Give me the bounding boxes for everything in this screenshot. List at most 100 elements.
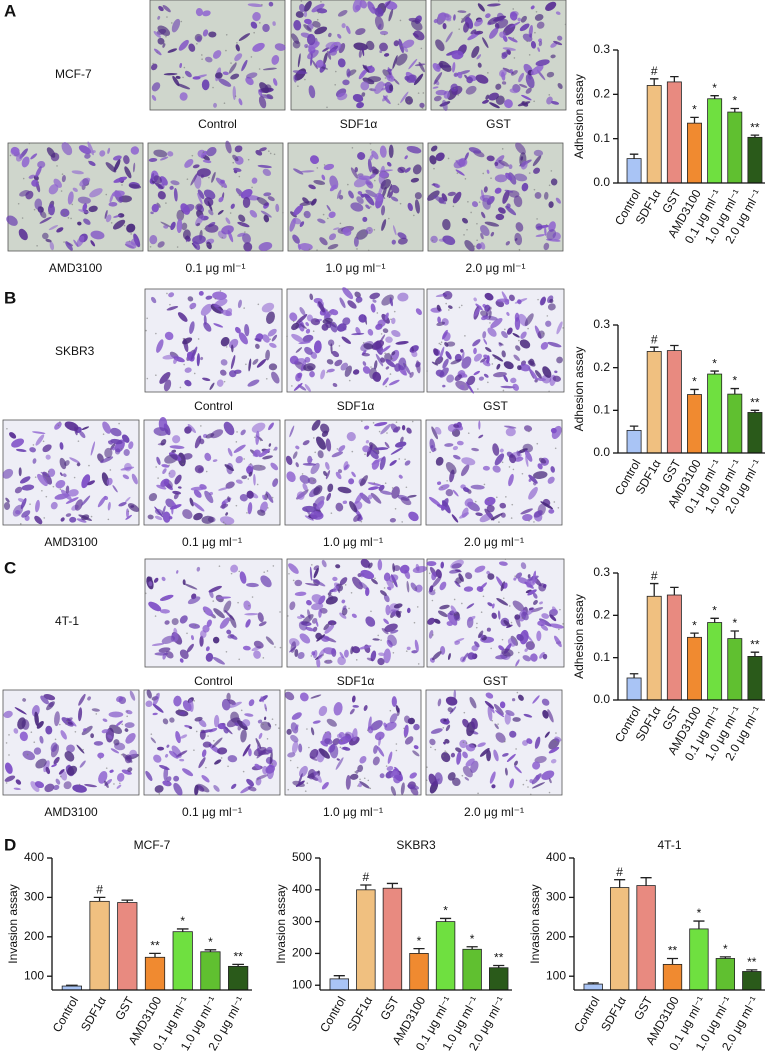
stained-cell [121,769,132,775]
stained-cell [128,441,134,450]
stained-cell [204,452,212,462]
stained-cell [441,193,448,202]
stained-cell [298,743,303,753]
pore [442,726,445,729]
stained-cell [471,201,479,208]
stained-cell [296,491,305,500]
pore [474,500,477,503]
stained-cell [542,366,552,378]
image-caption: AMD3100 [49,261,103,275]
stained-cell [161,576,166,582]
stained-cell [387,751,393,764]
stained-cell [313,180,326,185]
stained-cell [195,8,204,17]
stained-cell [447,305,453,309]
stained-cell [151,82,161,92]
pore [476,222,478,225]
stained-cell [429,738,436,746]
stained-cell [429,438,436,453]
pore [123,224,126,227]
stained-cell [258,732,263,739]
stained-cell [538,40,543,47]
pore [383,33,386,36]
stained-cell [229,701,242,708]
y-tick-label: 0.1 [593,650,610,664]
stained-cell [79,177,91,187]
stained-cell [225,481,235,489]
pore [405,650,408,652]
stained-cell [153,427,169,436]
stained-cell [460,464,470,477]
significance-mark: ** [494,951,504,965]
cell-line-label: 4T-1 [55,614,79,628]
image-caption: 1.0 μg ml⁻¹ [323,535,383,549]
stained-cell [262,168,272,177]
y-tick-label: 300 [546,890,566,904]
stained-cell [360,558,371,568]
pore [158,792,161,795]
stained-cell [284,691,295,701]
pore [168,375,170,377]
stained-cell [184,367,192,373]
stained-cell [332,576,338,582]
stained-cell [309,748,319,759]
pore [183,363,185,366]
stained-cell [151,95,157,101]
stained-cell [19,476,31,484]
error-bar [670,586,679,596]
stained-cell [527,589,537,596]
pore [483,483,486,486]
stained-cell [486,169,490,174]
stained-cell [441,329,448,340]
stained-cell [158,647,171,653]
pore [334,70,337,73]
stained-cell [499,69,507,77]
pore [324,731,327,734]
stained-cell [131,473,138,485]
stained-cell [466,603,475,609]
pore [65,723,67,725]
stained-cell [299,765,308,778]
pore [145,329,147,332]
stained-cell [66,744,75,753]
stained-cell [187,296,194,302]
pore [182,76,184,79]
stained-cell [151,643,165,646]
stained-cell [206,147,217,157]
pore [119,782,121,785]
stained-cell [318,608,322,618]
pore [433,167,435,170]
pore [367,779,370,782]
stained-cell [293,382,303,391]
stained-cell [78,693,86,706]
stained-cell [228,62,237,74]
stained-cell [204,490,214,504]
pore [186,632,188,635]
pore [307,489,309,491]
stained-cell [161,505,166,516]
stained-cell [359,645,372,650]
stained-cell [332,383,338,388]
bar [489,967,509,991]
stained-cell [351,332,365,336]
stained-cell [499,701,506,709]
stained-cell [170,180,180,186]
pore [190,307,193,310]
stained-cell [325,322,332,329]
pore [372,422,375,424]
stained-cell [510,377,517,384]
stained-cell [321,174,326,181]
stained-cell [382,95,388,102]
stained-cell [445,462,457,475]
stained-cell [484,700,495,709]
stained-cell [266,311,275,324]
stained-cell [505,172,513,181]
stained-cell [173,357,178,365]
stained-cell [428,629,434,639]
stained-cell [255,738,262,749]
pore [214,297,217,300]
stained-cell [194,716,203,722]
stained-cell [28,174,36,179]
stained-cell [335,564,341,569]
pore [66,720,69,723]
